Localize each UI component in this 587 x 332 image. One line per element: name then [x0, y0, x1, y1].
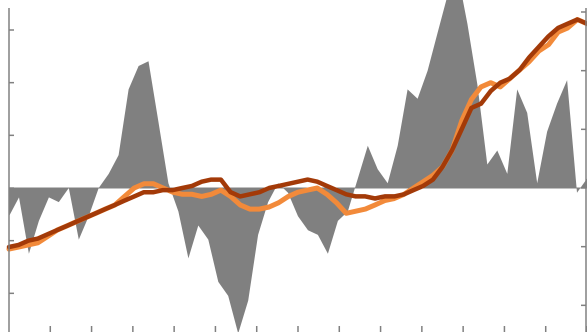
area-series-0	[9, 0, 587, 332]
line-series-2	[6, 17, 587, 250]
